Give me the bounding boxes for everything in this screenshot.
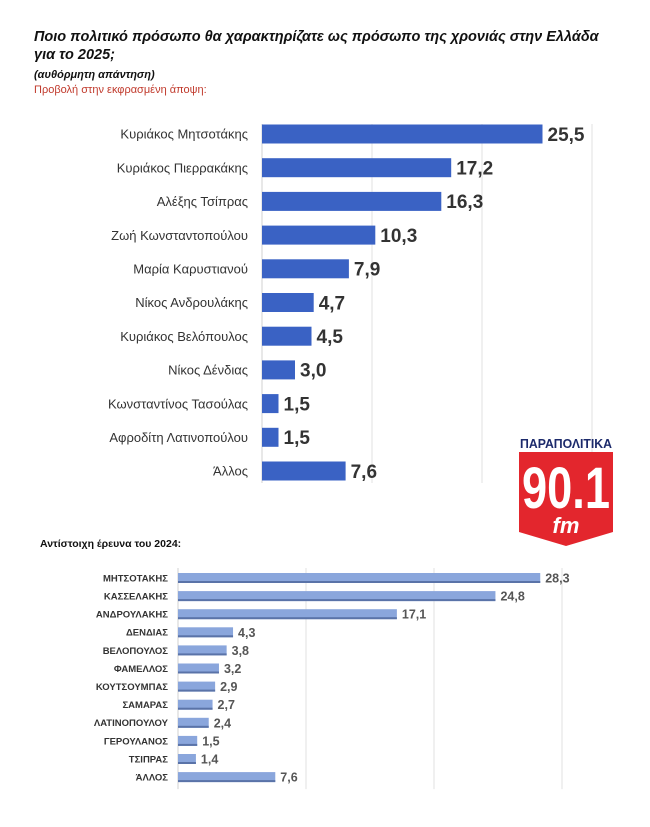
data-label: 16,3 [446, 192, 483, 213]
bar [178, 591, 496, 602]
category-label: Κυριάκος Μητσοτάκης [120, 127, 248, 142]
bar [262, 191, 442, 211]
category-label: ΒΕΛΟΠΟΥΛΟΣ [103, 646, 169, 657]
category-label: ΤΣΙΠΡΑΣ [129, 754, 168, 765]
chart-title: Ποιο πολιτικό πρόσωπο θα χαρακτηρίζατε ω… [34, 29, 599, 63]
data-label: 2,9 [220, 680, 237, 694]
svg-text:90.1: 90.1 [522, 456, 610, 521]
category-label: ΔΕΝΔΙΑΣ [126, 628, 168, 639]
category-label: ΓΕΡΟΥΛΑΝΟΣ [104, 736, 168, 747]
data-label: 1,5 [284, 428, 311, 449]
bar [262, 225, 376, 245]
bar [178, 573, 541, 583]
data-label: 7,6 [351, 462, 377, 483]
category-label: Κυριάκος Πιερρακάκης [117, 160, 248, 175]
bar-shadow [178, 653, 227, 656]
chart-note: Προβολή στην εκφρασμένη άποψη: [34, 84, 207, 96]
bar-shadow [178, 671, 219, 674]
bar-shadow [178, 725, 209, 728]
data-label: 2,4 [214, 716, 231, 730]
bar [262, 293, 314, 312]
category-label: ΣΑΜΑΡΑΣ [122, 700, 168, 711]
category-label: Ζωή Κωνσταντοπούλου [111, 228, 248, 243]
data-label: 4,3 [238, 626, 255, 640]
bar [178, 645, 227, 656]
data-label: 2,7 [218, 698, 235, 712]
bar [178, 699, 213, 710]
bar-shadow [178, 599, 496, 602]
chart-subtitle: (αυθόρμητη απάντηση) [34, 69, 155, 81]
bar [178, 627, 234, 638]
category-label: ΑΝΔΡΟΥΛΑΚΗΣ [96, 610, 168, 621]
bar [178, 609, 397, 620]
category-label: ΆΛΛΟΣ [136, 773, 169, 784]
bar [262, 360, 295, 380]
svg-text:ΠΑΡΑΠΟΛΙΤΙΚΑ: ΠΑΡΑΠΟΛΙΤΙΚΑ [520, 436, 613, 451]
data-label: 28,3 [545, 572, 569, 586]
bar-shadow [178, 707, 213, 710]
svg-text:fm: fm [553, 513, 580, 538]
bar [262, 394, 279, 414]
data-label: 1,5 [284, 394, 311, 415]
bar [262, 124, 543, 144]
data-label: 1,5 [202, 734, 219, 748]
chart-2024-title: Αντίστοιχη έρευνα του 2024: [40, 538, 182, 550]
category-label: Άλλος [213, 464, 248, 479]
data-label: 7,9 [354, 260, 380, 281]
bar-shadow [178, 743, 198, 746]
bar-shadow [178, 617, 397, 620]
data-label: 17,2 [456, 159, 493, 180]
category-label: Αφροδίτη Λατινοπούλου [109, 430, 248, 445]
bar-shadow [178, 635, 234, 638]
category-label: Νίκος Δένδιας [168, 363, 248, 378]
category-label: Κυριάκος Βελόπουλος [120, 329, 248, 344]
data-label: 3,8 [232, 644, 249, 658]
bar-shadow [178, 689, 216, 692]
bar [178, 681, 216, 692]
category-label: ΚΟΥΤΣΟΥΜΠΑΣ [96, 682, 168, 693]
category-label: ΚΑΣΣΕΛΑΚΗΣ [104, 592, 168, 603]
category-label: Αλέξης Τσίπρας [157, 194, 248, 209]
category-label: Μαρία Καρυστιανού [133, 261, 248, 276]
category-label: Νίκος Ανδρουλάκης [135, 295, 248, 310]
category-label: ΜΗΤΣΟΤΑΚΗΣ [103, 573, 168, 584]
bar-shadow [178, 581, 541, 583]
data-label: 10,3 [380, 226, 417, 247]
bar [178, 717, 209, 728]
data-label: 1,4 [201, 753, 218, 767]
bar [262, 158, 452, 178]
data-label: 4,5 [317, 327, 344, 348]
category-label: Κωνσταντίνος Τασούλας [108, 396, 248, 411]
bar-shadow [178, 780, 276, 783]
bar [262, 461, 346, 481]
category-label: ΛΑΤΙΝΟΠΟΥΛΟΥ [94, 718, 169, 729]
data-label: 25,5 [548, 125, 585, 146]
data-label: 4,7 [319, 293, 345, 314]
bar [178, 754, 196, 764]
bar [178, 735, 198, 746]
data-label: 3,0 [300, 361, 326, 382]
data-label: 7,6 [280, 771, 297, 785]
bar [262, 326, 312, 346]
category-label: ΦΑΜΕΛΛΟΣ [114, 664, 168, 675]
bar-shadow [178, 762, 196, 764]
data-label: 17,1 [402, 608, 426, 622]
bar [178, 663, 219, 674]
data-label: 24,8 [500, 590, 524, 604]
bar [262, 427, 279, 447]
bar [262, 259, 349, 279]
parapolitika-logo: ΠΑΡΑΠΟΛΙΤΙΚΑ 90.1 fm [519, 436, 613, 546]
bar [178, 772, 276, 783]
data-label: 3,2 [224, 662, 241, 676]
